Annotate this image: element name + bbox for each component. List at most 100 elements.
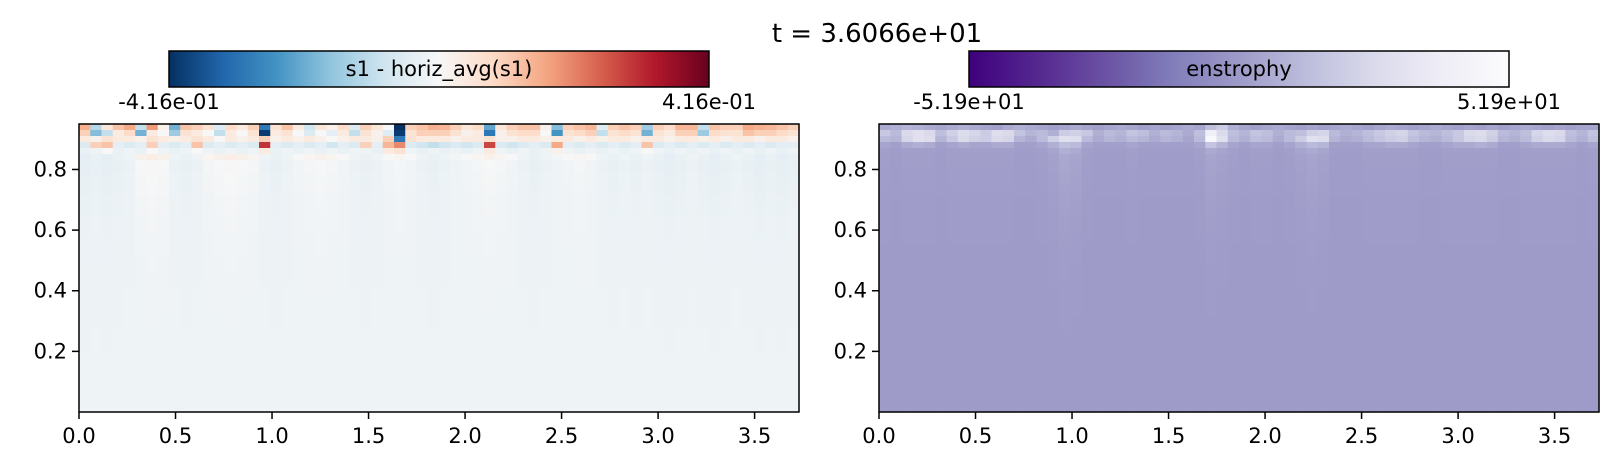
heatmap-cell — [79, 208, 91, 215]
heatmap-cell — [1070, 130, 1083, 137]
heatmap-cell — [382, 142, 395, 149]
heatmap-cell — [112, 202, 125, 209]
heatmap-cell — [1284, 292, 1296, 299]
heatmap-cell — [225, 178, 238, 185]
heatmap-cell — [349, 352, 361, 359]
heatmap-cell — [416, 166, 429, 173]
heatmap-cell — [1092, 196, 1105, 203]
heatmap-cell — [529, 142, 541, 149]
heatmap-cell — [765, 148, 778, 155]
heatmap-cell — [270, 280, 283, 287]
heatmap-cell — [957, 292, 970, 299]
heatmap-cell — [405, 292, 418, 299]
heatmap-cell — [1182, 196, 1195, 203]
heatmap-cell — [630, 202, 643, 209]
heatmap-cell — [1047, 268, 1060, 275]
heatmap-cell — [101, 406, 114, 413]
heatmap-cell — [157, 166, 170, 173]
heatmap-cell — [1160, 130, 1173, 137]
heatmap-cell — [1137, 220, 1150, 227]
heatmap-cell — [1317, 178, 1330, 185]
heatmap-cell — [1295, 244, 1308, 251]
heatmap-cell — [980, 226, 993, 233]
heatmap-cell — [472, 292, 485, 299]
heatmap-cell — [517, 328, 530, 335]
heatmap-cell — [1070, 190, 1083, 197]
heatmap-cell — [1531, 220, 1544, 227]
heatmap-cell — [1047, 172, 1060, 179]
heatmap-cell — [270, 136, 283, 143]
heatmap-cell — [1160, 154, 1173, 161]
heatmap-cell — [1565, 268, 1578, 275]
panel-enstrophy: enstrophy -5.19e+01 5.19e+01 0.0 0.5 1.0 1.… — [834, 50, 1600, 448]
heatmap-cell — [90, 394, 103, 401]
heatmap-cell — [697, 382, 710, 389]
heatmap-cell — [1317, 274, 1330, 281]
heatmap-cell — [562, 220, 575, 227]
heatmap-cell — [394, 262, 406, 269]
heatmap-cell — [1025, 232, 1038, 239]
heatmap-cell — [427, 388, 440, 395]
heatmap-cell — [1565, 292, 1578, 299]
heatmap-cell — [101, 400, 114, 407]
heatmap-cell — [79, 190, 91, 197]
heatmap-cell — [349, 154, 361, 161]
heatmap-cell — [709, 208, 721, 215]
heatmap-cell — [1092, 124, 1105, 131]
heatmap-cell — [157, 208, 170, 215]
heatmap-cell — [1531, 250, 1544, 257]
heatmap-cell — [1272, 178, 1285, 185]
heatmap-cell — [664, 202, 676, 209]
heatmap-cell — [169, 376, 181, 383]
heatmap-cell — [731, 340, 744, 347]
heatmap-cell — [427, 208, 440, 215]
heatmap-cell — [754, 352, 766, 359]
heatmap-cell — [304, 172, 316, 179]
heatmap-cell — [664, 268, 676, 275]
heatmap-cell — [1306, 268, 1319, 275]
heatmap-cell — [472, 358, 485, 365]
heatmap-cell — [607, 376, 620, 383]
heatmap-cell — [664, 196, 676, 203]
heatmap-cell — [304, 364, 316, 371]
heatmap-cell — [1497, 208, 1510, 215]
heatmap-cell — [607, 190, 620, 197]
heatmap-cell — [495, 364, 508, 371]
heatmap-cell — [1171, 178, 1184, 185]
heatmap-cell — [924, 142, 936, 149]
heatmap-cell — [281, 178, 294, 185]
heatmap-cell — [1036, 256, 1049, 263]
heatmap-cell — [112, 190, 125, 197]
heatmap-cell — [270, 142, 283, 149]
heatmap-cell — [1295, 130, 1308, 137]
heatmap-cell — [652, 208, 665, 215]
heatmap-cell — [180, 388, 193, 395]
heatmap-cell — [1554, 238, 1566, 245]
heatmap-cell — [686, 274, 699, 281]
heatmap-cell — [607, 148, 620, 155]
heatmap-cell — [450, 406, 463, 413]
heatmap-cell — [1441, 286, 1454, 293]
heatmap-cell — [742, 190, 755, 197]
heatmap-cell — [169, 256, 181, 263]
heatmap-cell — [1351, 292, 1364, 299]
heatmap-cell — [1396, 250, 1409, 257]
heatmap-cell — [180, 184, 193, 191]
heatmap-cell — [472, 130, 485, 137]
heatmap-cell — [1261, 136, 1274, 143]
heatmap-cell — [281, 130, 294, 137]
heatmap-cell — [1329, 274, 1341, 281]
heatmap-cell — [1497, 148, 1510, 155]
heatmap-cell — [664, 166, 676, 173]
heatmap-cell — [157, 244, 170, 251]
heatmap-cell — [596, 178, 609, 185]
heatmap-cell — [1509, 268, 1521, 275]
heatmap-cell — [596, 328, 609, 335]
heatmap-cell — [641, 148, 654, 155]
heatmap-cell — [1509, 184, 1521, 191]
heatmap-cell — [90, 130, 103, 137]
heatmap-cell — [450, 268, 463, 275]
heatmap-cell — [360, 376, 373, 383]
heatmap-cell — [461, 382, 474, 389]
heatmap-cell — [619, 256, 631, 263]
